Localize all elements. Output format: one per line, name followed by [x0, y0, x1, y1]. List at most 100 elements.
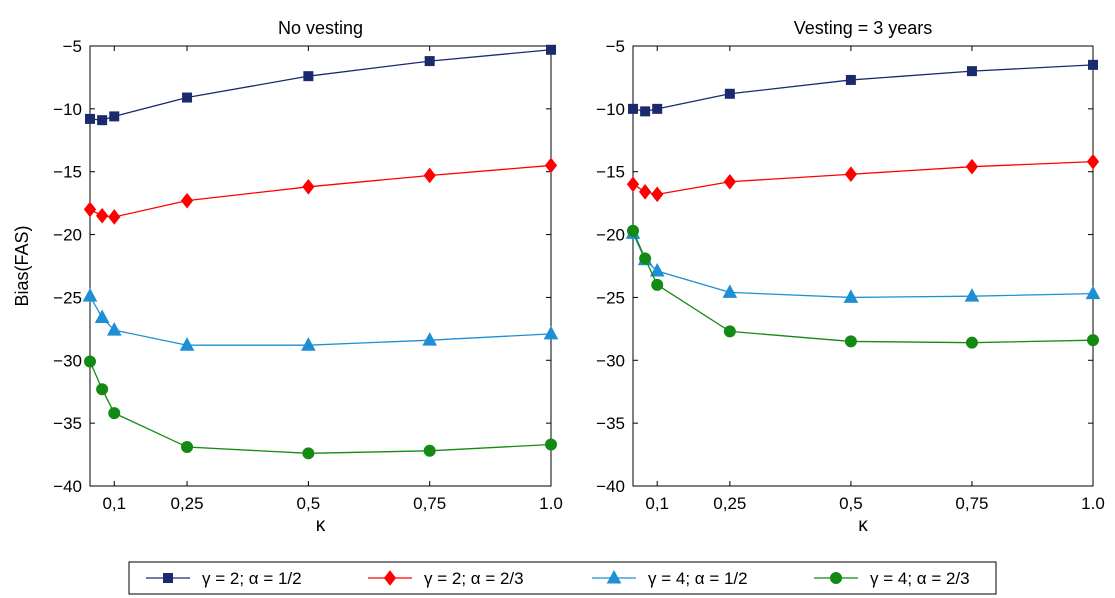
series-diamond — [626, 153, 1100, 203]
legend-item: γ = 4; α = 1/2 — [592, 569, 748, 588]
y-tick-label: −40 — [596, 477, 625, 496]
legend-marker — [830, 572, 842, 584]
data-point — [843, 289, 859, 303]
series-line — [89, 295, 552, 346]
data-point — [545, 438, 557, 451]
data-point — [96, 383, 109, 396]
series-square — [628, 59, 1098, 117]
series-line — [89, 361, 552, 454]
series-line — [632, 233, 1094, 299]
x-tick-label: 0,75 — [413, 494, 446, 513]
y-tick-label: −25 — [596, 288, 625, 307]
y-tick-label: −5 — [606, 37, 625, 56]
data-point — [1085, 285, 1101, 300]
legend-marker — [606, 569, 622, 584]
chart-title: Vesting = 3 years — [794, 18, 933, 38]
y-tick-label: −30 — [53, 351, 82, 370]
x-axis-label: κ — [858, 515, 868, 536]
data-point — [1086, 153, 1100, 170]
data-point — [108, 407, 121, 420]
data-point — [722, 284, 738, 298]
x-tick-label: 0,1 — [102, 494, 126, 513]
plot-area-frame — [89, 45, 552, 487]
data-point — [845, 74, 856, 85]
series-circle — [84, 355, 557, 460]
series-triangle — [625, 225, 1101, 303]
y-tick-label: −20 — [596, 226, 625, 245]
series-diamond — [83, 157, 558, 225]
series-line — [632, 161, 1094, 196]
data-point — [180, 192, 194, 209]
legend-label: γ = 4; α = 1/2 — [648, 569, 748, 588]
data-point — [1088, 59, 1098, 70]
series-line — [89, 49, 552, 121]
data-point — [82, 288, 98, 302]
x-tick-label: 0,25 — [713, 494, 746, 513]
y-tick-label: −10 — [53, 100, 82, 119]
y-tick-label: −35 — [53, 414, 82, 433]
chart-panel-no-vesting: No vesting Bias(FAS) κ −40 −35 −30 −25 −20 −1… — [12, 18, 563, 536]
data-point — [109, 111, 120, 122]
plot-area-frame — [632, 45, 1094, 487]
data-point — [544, 157, 558, 174]
y-tick-label: −10 — [596, 100, 625, 119]
data-point — [84, 355, 96, 368]
data-point — [108, 209, 121, 225]
y-tick-label: −30 — [596, 351, 625, 370]
chart-title: No vesting — [278, 18, 363, 38]
data-point — [723, 325, 736, 338]
data-point — [965, 336, 978, 349]
y-tick-label: −20 — [53, 226, 82, 245]
legend-item: γ = 4; α = 2/3 — [814, 569, 970, 588]
data-point — [106, 322, 122, 336]
series-triangle — [82, 288, 559, 351]
data-point — [640, 106, 651, 117]
data-point — [966, 66, 977, 77]
legend-label: γ = 2; α = 1/2 — [202, 569, 302, 588]
data-point — [302, 447, 315, 460]
legend-marker — [163, 573, 173, 583]
y-tick-label: −15 — [53, 163, 82, 182]
y-tick-label: −40 — [53, 477, 82, 496]
data-point — [639, 252, 652, 265]
data-point — [181, 441, 194, 454]
data-point — [422, 332, 438, 346]
data-point — [94, 309, 110, 324]
x-tick-label: 1.0 — [539, 494, 563, 513]
x-tick-label: 1.0 — [1081, 494, 1105, 513]
data-point — [424, 56, 435, 67]
data-point — [649, 262, 665, 277]
data-point — [723, 173, 736, 190]
data-point — [303, 71, 314, 82]
data-point — [626, 176, 640, 193]
data-point — [423, 444, 436, 457]
x-tick-label: 0,1 — [645, 494, 669, 513]
data-point — [423, 167, 436, 184]
data-point — [652, 103, 663, 114]
x-axis-label: κ — [316, 515, 326, 536]
data-point — [844, 335, 857, 348]
series-line — [632, 64, 1094, 113]
x-tick-label: 0,25 — [171, 494, 204, 513]
x-tick-label: 0,5 — [839, 494, 863, 513]
data-point — [964, 288, 980, 302]
y-axis-label: Bias(FAS) — [12, 225, 32, 306]
series-square — [85, 44, 556, 126]
data-point — [182, 92, 193, 103]
legend-marker — [383, 570, 397, 586]
x-tick-label: 0,5 — [297, 494, 321, 513]
data-point — [844, 166, 858, 183]
y-tick-label: −15 — [596, 163, 625, 182]
data-point — [965, 158, 979, 175]
data-point — [628, 103, 638, 114]
y-tick-label: −35 — [596, 414, 625, 433]
series-line — [89, 164, 552, 218]
legend: γ = 2; α = 1/2 γ = 2; α = 2/3 γ = 4; α =… — [128, 561, 997, 595]
series-line — [632, 230, 1094, 344]
data-point — [651, 278, 664, 291]
legend-item: γ = 2; α = 2/3 — [368, 569, 524, 588]
y-tick-label: −5 — [63, 37, 82, 56]
data-point — [638, 184, 652, 200]
x-tick-label: 0,75 — [955, 494, 988, 513]
